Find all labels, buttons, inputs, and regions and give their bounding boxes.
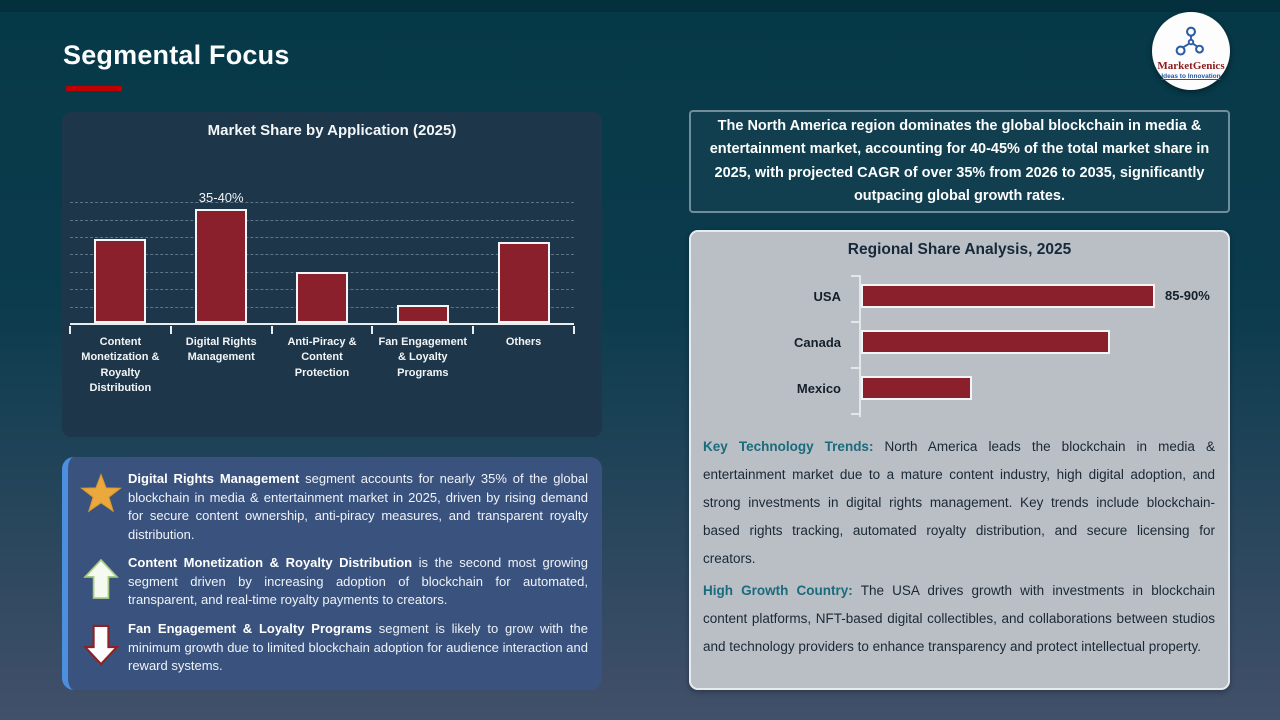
gridline (70, 254, 574, 256)
down-arrow-icon (74, 620, 128, 667)
note-body: North America leads the blockchain in me… (703, 439, 1215, 566)
bar-fan-engagement-loyalty-programs (396, 305, 449, 323)
insight-lead: Digital Rights Management (128, 471, 300, 486)
bar-track: 85-90% (857, 284, 1228, 308)
gridline (70, 219, 574, 221)
y-axis-line (859, 275, 861, 417)
y-axis-tick (851, 413, 859, 415)
regional-card: Regional Share Analysis, 2025 USA 85-90% C… (689, 230, 1230, 690)
brand-name: MarketGenics (1157, 59, 1225, 72)
category-label: Content Monetization & Royalty Distribut… (81, 336, 160, 395)
na-summary-box: The North America region dominates the g… (689, 110, 1230, 213)
regional-chart-title: Regional Share Analysis, 2025 (847, 241, 1072, 258)
gridline (70, 237, 574, 238)
x-axis-tick (69, 326, 71, 334)
molecule-icon (1175, 26, 1204, 56)
region-label: Mexico (796, 380, 841, 396)
bar-track (857, 330, 1228, 354)
note-paragraph: Key Technology Trends: North America lea… (703, 433, 1215, 573)
insight-row: Content Monetization & Royalty Distribut… (74, 554, 588, 610)
insight-text: Digital Rights Management segment accoun… (128, 470, 588, 544)
y-axis-tick (851, 367, 859, 369)
x-axis-tick (573, 326, 575, 334)
region-row: Mexico (691, 365, 1228, 411)
bar-canada (861, 330, 1110, 354)
application-chart-labels: Content Monetization & Royalty Distribut… (70, 335, 574, 397)
application-chart-bars: 35-40% (70, 160, 574, 323)
x-axis-line (70, 323, 574, 325)
bar-slot: 35-40% (171, 160, 272, 323)
bar-slot (473, 160, 574, 323)
regional-notes: Key Technology Trends: North America lea… (703, 433, 1215, 661)
application-chart-card: Market Share by Application (2025) 35-40… (62, 112, 602, 437)
y-axis-tick (851, 275, 859, 277)
gridline (70, 202, 574, 204)
top-strip (0, 0, 1280, 12)
category-label: Anti-Piracy & Content Protection (287, 336, 357, 379)
category-label: Digital Rights Management (185, 336, 257, 364)
category-label: Fan Engagement & Loyalty Programs (378, 336, 468, 379)
region-label: Canada (794, 334, 841, 350)
bar-usa (861, 284, 1155, 308)
insight-row: Fan Engagement & Loyalty Programs segmen… (74, 620, 588, 676)
bar-track (857, 376, 1228, 400)
regional-chart: USA 85-90% Canada Mexico (691, 273, 1228, 419)
bar-digital-rights-management (195, 209, 248, 323)
star-icon (74, 470, 128, 515)
note-body: The USA drives growth with investments i… (703, 582, 1216, 654)
region-label: USA (813, 288, 841, 304)
x-axis-tick (270, 326, 273, 334)
brand-tagline: Ideas to Innovation (1161, 73, 1221, 81)
insight-box: Digital Rights Management segment accoun… (62, 457, 602, 690)
application-chart-title: Market Share by Application (2025) (207, 122, 457, 139)
region-row: USA 85-90% (691, 273, 1228, 319)
bar-others (497, 242, 550, 323)
insight-text: Content Monetization & Royalty Distribut… (128, 554, 588, 610)
na-summary-text: The North America region dominates the g… (709, 118, 1210, 204)
insight-body: segment accounts for nearly 35% of the g… (128, 471, 588, 542)
page-title: Segmental Focus (63, 40, 290, 70)
note-paragraph: High Growth Country: The USA drives grow… (703, 577, 1215, 661)
bar-slot (70, 160, 171, 323)
bar-value-label: 85-90% (1165, 288, 1210, 303)
bar-anti-piracy-content-protection (295, 272, 348, 323)
brand-logo: MarketGenics Ideas to Innovation (1152, 12, 1230, 90)
x-axis-tick (472, 326, 475, 334)
x-axis-tick (169, 326, 172, 334)
bar-slot (372, 160, 473, 323)
note-lead: High Growth Country: (703, 582, 853, 598)
insight-lead: Content Monetization & Royalty Distribut… (128, 555, 413, 571)
insight-body: segment is likely to grow with the minim… (128, 621, 588, 674)
bar-value-label: 35-40% (198, 190, 244, 205)
note-lead: Key Technology Trends: (703, 439, 874, 454)
y-axis-tick (851, 321, 859, 323)
bar-mexico (861, 376, 972, 400)
title-underline (66, 86, 122, 91)
insight-row: Digital Rights Management segment accoun… (74, 470, 588, 544)
application-chart-plot: 35-40% (69, 160, 575, 334)
insight-lead: Fan Engagement & Loyalty Programs (128, 621, 372, 637)
insight-text: Fan Engagement & Loyalty Programs segmen… (128, 620, 588, 676)
bar-content-monetization-royalty-distribution (94, 239, 147, 323)
up-arrow-icon (74, 554, 128, 601)
region-row: Canada (691, 319, 1228, 365)
insight-body: is the second most growing segment drive… (128, 555, 589, 608)
x-axis-tick (371, 326, 374, 334)
category-label: Others (505, 336, 542, 348)
bar-slot (272, 160, 373, 323)
